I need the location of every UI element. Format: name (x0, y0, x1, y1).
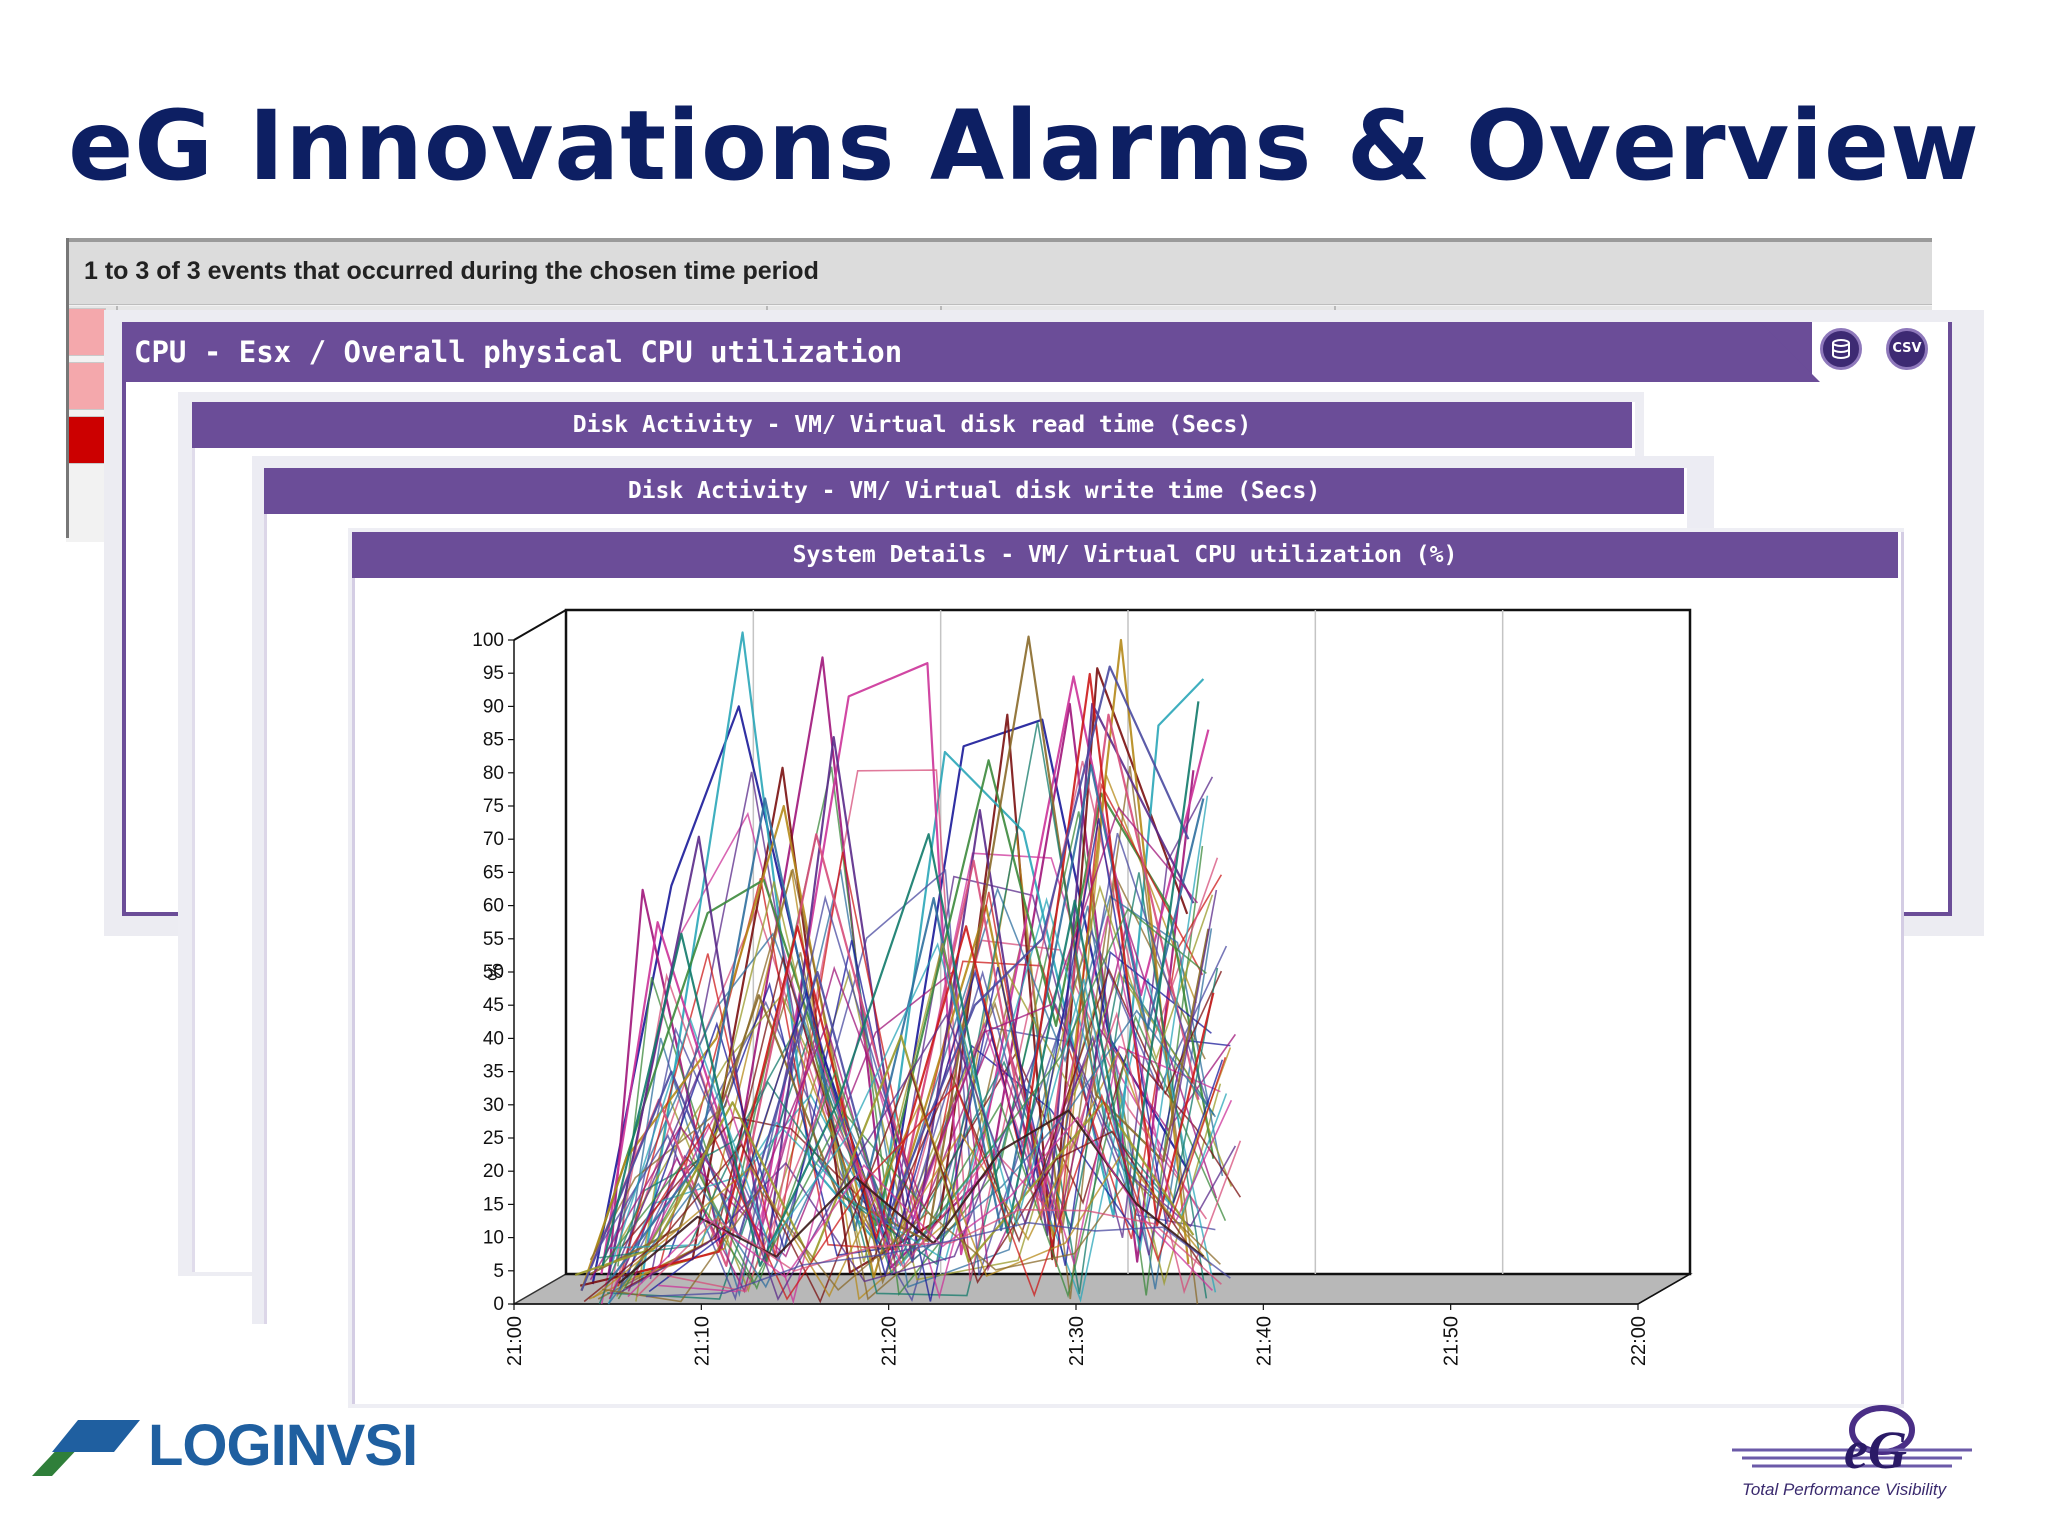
chart-side-edge (513, 609, 567, 641)
chart-series-line (606, 764, 1205, 1284)
severity-cell[interactable] (66, 308, 106, 356)
chart-x-tick-label: 21:40 (1253, 1316, 1275, 1366)
chart-y-tick-label: 35 (483, 1062, 504, 1083)
chart-series-line (607, 1009, 1217, 1305)
disk-read-panel-title: Disk Activity - VM/ Virtual disk read ti… (192, 402, 1632, 448)
chart-series-line (626, 940, 1212, 1302)
chart-x-tick-label: 21:00 (504, 1316, 526, 1366)
chart-series-line (607, 702, 1195, 1276)
eg-logo-mark: eG (1732, 1405, 1972, 1480)
chart-x-tick-label: 22:00 (1628, 1316, 1650, 1366)
chart-y-tick-label: 25 (483, 1128, 504, 1149)
loginvsi-logo-mark (32, 1420, 140, 1476)
chart-series-line (618, 1000, 1216, 1303)
cpu-panel-tab (1760, 322, 1820, 382)
chart-series-line (617, 1014, 1227, 1300)
chart-y-tick-label: 40 (483, 1028, 504, 1049)
chart-series-line (645, 1221, 1231, 1298)
chart-series-line (640, 631, 1205, 1284)
system-panel-title: System Details - VM/ Virtual CPU utiliza… (352, 532, 1898, 578)
loginvsi-logo: LOGINVSI (22, 1408, 418, 1478)
chart-series-line (636, 1208, 1222, 1298)
eg-tagline: Total Performance Visibility (1742, 1480, 1947, 1499)
severity-column (66, 308, 106, 470)
severity-cell[interactable] (66, 416, 106, 464)
chart-floor-edge (1637, 1273, 1691, 1305)
svg-text:eG: eG (1844, 1420, 1907, 1480)
chart-x-tick-label: 21:30 (1066, 1316, 1088, 1366)
chart-y-tick-label: 20 (483, 1161, 504, 1182)
chart-y-tick-label: 30 (483, 1095, 504, 1116)
csv-icon[interactable]: CSV (1886, 328, 1928, 370)
chart-y-tick-label: 100 (472, 630, 504, 651)
severity-cell[interactable] (66, 362, 106, 410)
chart-series-line (580, 665, 1190, 1292)
chart-y-tick-label: 95 (483, 663, 504, 684)
chart-x-tick-label: 21:20 (879, 1316, 901, 1366)
chart-series-line (592, 1102, 1213, 1299)
chart-y-tick-label: 90 (483, 696, 504, 717)
chart-series-line (615, 881, 1214, 1297)
chart-y-axis-label: % (485, 963, 507, 981)
chart-y-tick-label: 80 (483, 763, 504, 784)
chart-y-tick-label: 0 (493, 1294, 504, 1315)
slide-title: eG Innovations Alarms & Overview (68, 90, 1980, 202)
chart-x-tick-label: 21:50 (1441, 1316, 1463, 1366)
eg-logo: eG Total Performance Visibility (1722, 1400, 1988, 1510)
chart-series-line (580, 638, 1190, 1292)
cpu-panel-title: CPU - Esx / Overall physical CPU utiliza… (122, 322, 1812, 382)
database-icon[interactable] (1820, 328, 1862, 370)
chart-y-tick-label: 75 (483, 796, 504, 817)
chart-x-tick-label: 21:10 (691, 1316, 713, 1366)
disk-write-panel-title: Disk Activity - VM/ Virtual disk write t… (264, 468, 1684, 514)
chart-y-tick-label: 15 (483, 1194, 504, 1215)
chart-series-line (658, 874, 1223, 1269)
chart-series-line (658, 916, 1233, 1293)
chart-series-line (600, 662, 1210, 1275)
chart-series-line (619, 889, 1218, 1301)
chart-y-tick-label: 60 (483, 896, 504, 917)
loginvsi-logo-text: LOGINVSI (148, 1413, 418, 1478)
chart-series-line (610, 795, 1209, 1266)
chart-series-line (574, 1034, 1195, 1276)
chart-y-tick-label: 5 (493, 1261, 504, 1282)
chart-y-tick-label: 85 (483, 730, 504, 751)
chart-series-line (601, 701, 1200, 1267)
chart-series-line (602, 1175, 1221, 1303)
chart-series-line (627, 1116, 1213, 1298)
chart-y-tick-label: 70 (483, 829, 504, 850)
events-summary: 1 to 3 of 3 events that occurred during … (66, 242, 1932, 305)
chart-series-line (603, 886, 1224, 1260)
chart-y-tick-label: 10 (483, 1228, 504, 1249)
chart-y-tick-label: 50 (483, 962, 504, 983)
chart-y-tick-label: 65 (483, 862, 504, 883)
events-panel-edge (66, 238, 69, 538)
chart-series-line (666, 1011, 1242, 1295)
chart-series-line (648, 818, 1224, 1293)
chart-y-tick-label: 45 (483, 995, 504, 1016)
chart-y-tick-label: 55 (483, 929, 504, 950)
cpu-utilization-chart: 0 5 10 15 20 25 30 35 40 45 50 55 60 65 70 75 80 85 90 95 10… (472, 608, 1693, 1366)
